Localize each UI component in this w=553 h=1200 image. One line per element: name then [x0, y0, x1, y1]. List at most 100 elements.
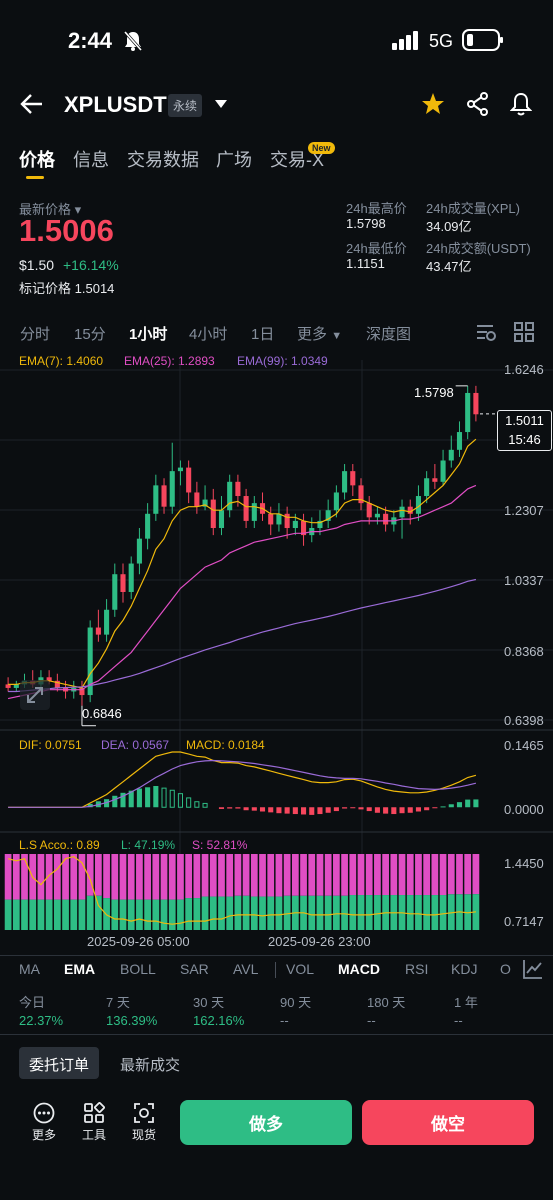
back-arrow-icon[interactable] — [20, 93, 44, 115]
candle-body — [177, 467, 183, 472]
timeframe-more[interactable]: 更多 ▼ — [297, 326, 343, 343]
indicator-macd[interactable]: MACD — [338, 961, 380, 977]
section-divider — [0, 1034, 553, 1035]
favorite-star-icon[interactable] — [421, 92, 445, 116]
long-button[interactable]: 做多 — [180, 1100, 352, 1145]
candle-body — [95, 627, 101, 635]
indicator-avl[interactable]: AVL — [233, 961, 259, 977]
indicator-rsi[interactable]: RSI — [405, 961, 429, 977]
candle-body — [473, 392, 479, 415]
timeframe-1d[interactable]: 1日 — [251, 326, 275, 343]
more-icon[interactable] — [33, 1102, 55, 1124]
candle-body — [374, 513, 380, 518]
ls-short-bar — [70, 854, 78, 900]
spot-icon[interactable] — [133, 1102, 155, 1124]
timeframe-4h[interactable]: 4小时 — [189, 326, 228, 343]
tab-info[interactable]: 信息 — [73, 150, 109, 170]
candle-body — [79, 687, 85, 696]
macd-dif-label: DIF: 0.0751 — [19, 738, 82, 752]
short-button[interactable]: 做空 — [362, 1100, 534, 1145]
tools-icon[interactable] — [83, 1102, 105, 1124]
tab-latest-trades[interactable]: 最新成交 — [120, 1057, 181, 1074]
timeframe-15m[interactable]: 15分 — [74, 326, 106, 343]
indicator-sar[interactable]: SAR — [180, 961, 209, 977]
chart-settings-icon[interactable] — [475, 322, 497, 342]
macd-bar — [243, 807, 249, 811]
macd-tick-top: 0.1465 — [504, 738, 544, 753]
indicator-more[interactable]: O — [500, 961, 511, 977]
expand-chart-icon[interactable] — [20, 680, 50, 710]
candle-body — [268, 513, 274, 525]
tab-open-orders[interactable]: 委托订单 — [19, 1047, 100, 1079]
usd-price: $1.50 — [19, 257, 55, 273]
candle-body — [169, 471, 175, 507]
ls-long-label: L: 47.19% — [121, 838, 176, 852]
ls-ratio-line — [7, 855, 476, 925]
candle-body — [194, 492, 200, 507]
pair-dropdown-icon[interactable] — [214, 99, 228, 109]
indicator-ma[interactable]: MA — [19, 961, 40, 977]
candle-body — [432, 478, 438, 482]
ls-long-bar — [423, 895, 431, 930]
ls-long-bar — [78, 899, 86, 930]
macd-bar — [342, 807, 348, 809]
macd-bar — [432, 807, 438, 809]
candle-body — [136, 538, 142, 564]
pair-symbol[interactable]: XPLUSDT — [64, 92, 167, 117]
mark-price: 标记价格 1.5014 — [19, 281, 115, 296]
share-icon[interactable] — [466, 92, 490, 116]
ls-short-bar — [12, 854, 20, 900]
macd-value-label: MACD: 0.0184 — [186, 738, 265, 752]
last-price-label[interactable]: 最新价格 ▾ — [19, 202, 82, 217]
ls-long-bar — [406, 895, 414, 930]
alert-bell-icon[interactable] — [510, 92, 532, 116]
candle-body — [87, 627, 93, 696]
macd-bar — [268, 807, 274, 813]
ls-short-bar — [382, 854, 389, 896]
period-90d-value: -- — [280, 1013, 289, 1028]
tab-square[interactable]: 广场 — [216, 150, 252, 170]
macd-dea-label: DEA: 0.0567 — [101, 738, 170, 752]
candle-body — [210, 499, 216, 529]
candle-body — [301, 520, 307, 536]
ema25-line — [7, 484, 477, 700]
ls-long-bar — [283, 895, 291, 930]
macd-bar — [350, 807, 356, 809]
layout-grid-icon[interactable] — [514, 322, 534, 342]
ls-short-bar — [86, 854, 94, 896]
ls-long-bar — [127, 899, 135, 930]
timeframe-1h[interactable]: 1小时 — [129, 326, 168, 343]
ls-long-bar — [37, 899, 45, 930]
price-change: +16.14% — [63, 257, 119, 273]
period-30d-value: 162.16% — [193, 1013, 245, 1028]
candle-body — [227, 481, 233, 511]
indicator-ema[interactable]: EMA — [64, 961, 96, 977]
tab-price[interactable]: 价格 — [19, 150, 55, 170]
spot-label[interactable]: 现货 — [131, 1128, 156, 1142]
ls-short-bar — [62, 854, 69, 900]
depth-chart-tab[interactable]: 深度图 — [366, 326, 412, 343]
tab-trade-x[interactable]: 交易-X — [270, 150, 324, 170]
indicator-settings-icon[interactable] — [523, 959, 543, 979]
ls-short-bar — [152, 854, 160, 900]
x-tick-1: 2025-09-26 23:00 — [268, 934, 371, 949]
ls-short-bar — [127, 854, 135, 900]
indicator-kdj[interactable]: KDJ — [451, 961, 478, 977]
candle-body — [284, 513, 290, 529]
timeframe-line[interactable]: 分时 — [20, 326, 51, 343]
macd-bar — [415, 807, 421, 812]
tools-label[interactable]: 工具 — [81, 1128, 106, 1142]
indicator-vol[interactable]: VOL — [286, 961, 315, 977]
macd-bar — [177, 793, 183, 808]
more-label[interactable]: 更多 — [31, 1128, 56, 1142]
y-tick-2: 1.2307 — [504, 503, 544, 518]
ls-long-bar — [53, 899, 61, 930]
indicator-boll[interactable]: BOLL — [120, 961, 156, 977]
ls-short-bar — [218, 854, 225, 897]
price-chart[interactable] — [0, 360, 553, 940]
ls-long-bar — [308, 895, 316, 930]
period-1y-value: -- — [454, 1013, 463, 1028]
status-time: 2:44 — [68, 28, 113, 53]
candle-body — [465, 392, 471, 433]
tab-trading-data[interactable]: 交易数据 — [127, 150, 199, 170]
